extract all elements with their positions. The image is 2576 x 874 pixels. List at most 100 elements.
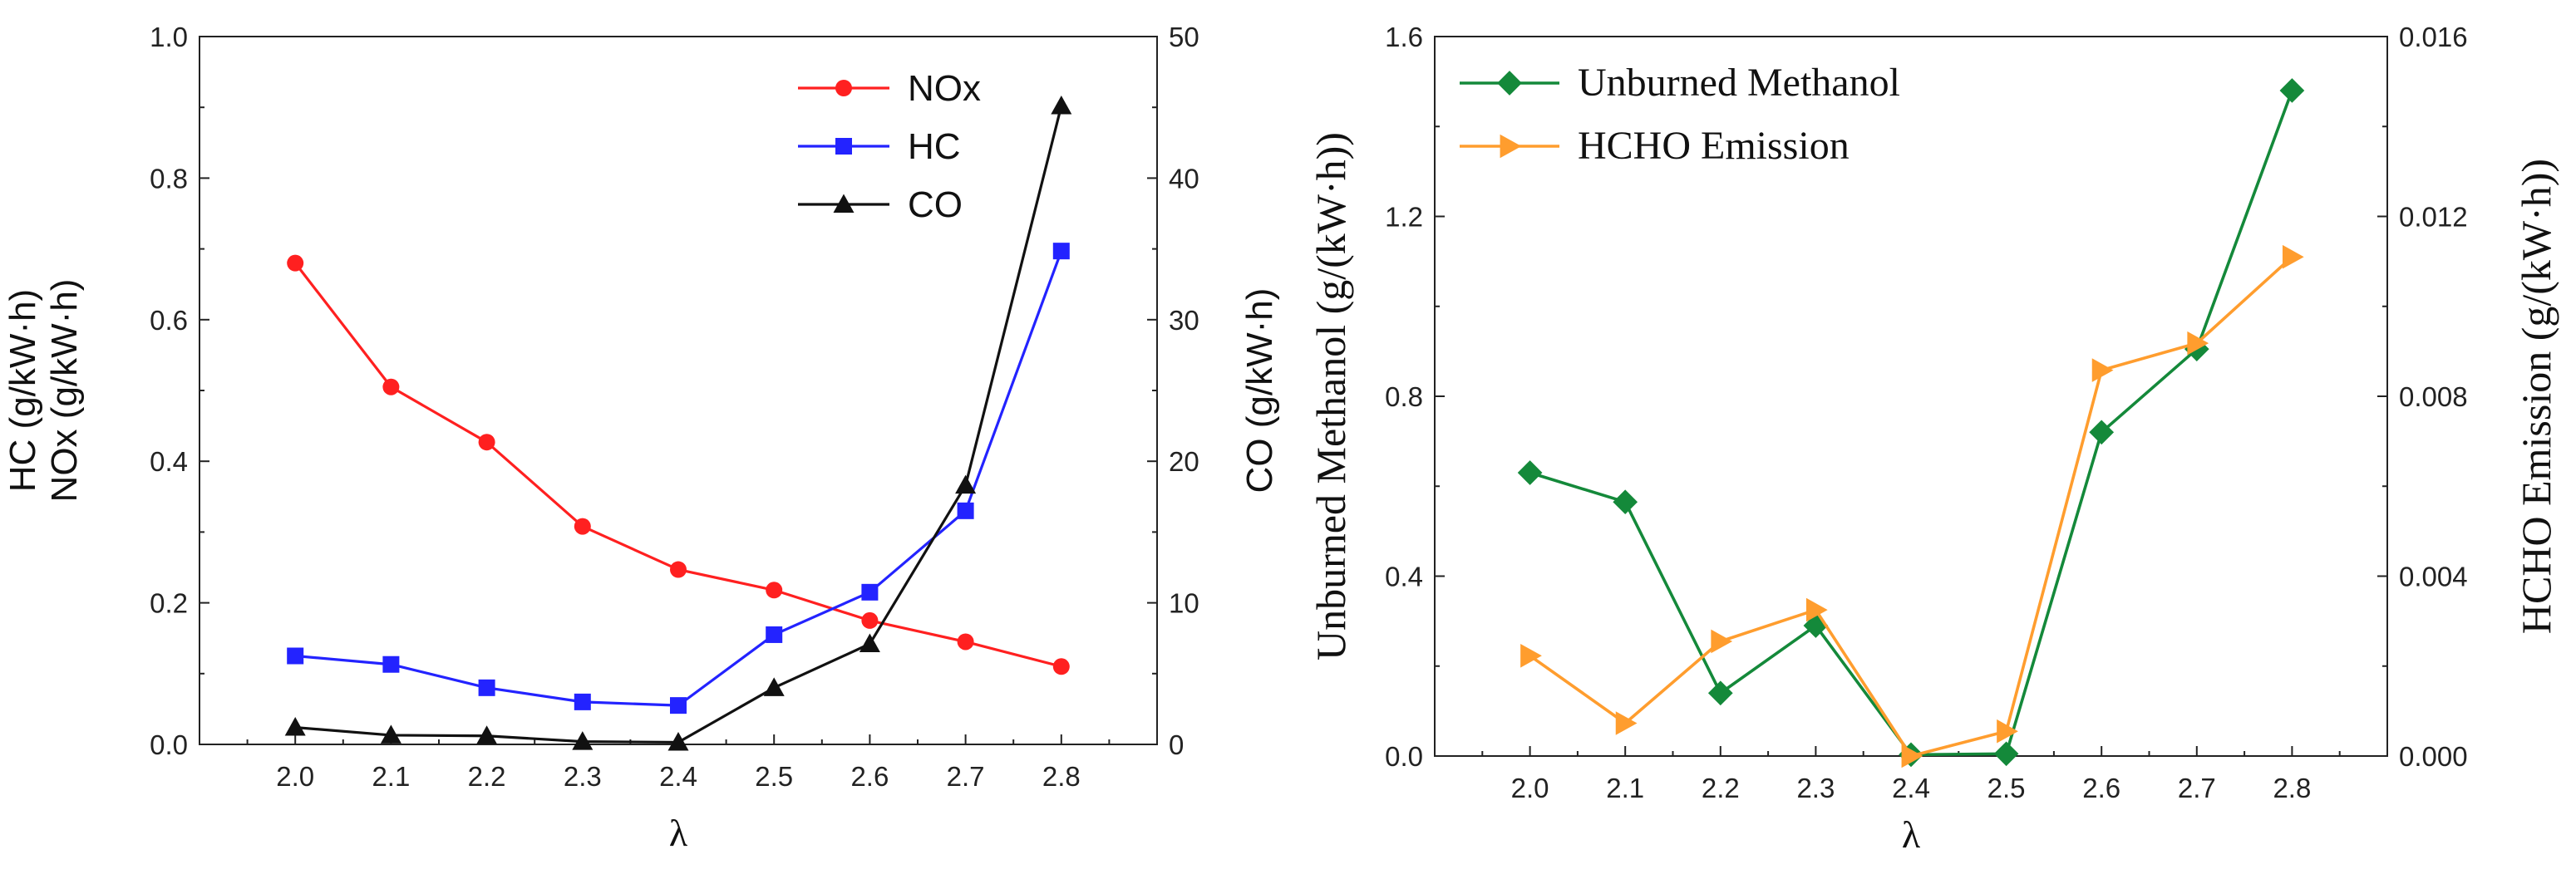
data-point [287, 647, 304, 665]
y-left-axis-title: Unburned Methanol (g/(kW·h)) [1308, 132, 1354, 660]
data-point [861, 583, 879, 601]
data-point [2282, 244, 2304, 269]
data-point [1052, 243, 1070, 260]
y-right-tick-label: 30 [1169, 305, 1199, 336]
y-right-tick-label: 0.004 [2399, 562, 2468, 592]
data-point [2279, 78, 2305, 103]
legend-marker [1497, 71, 1522, 96]
y-left-tick-label: 1.2 [1385, 202, 1423, 233]
x-tick-label: 2.6 [2082, 773, 2120, 803]
y-left-tick-label: 1.0 [150, 22, 188, 52]
y-left-tick-label: 1.6 [1385, 22, 1423, 52]
data-point [478, 679, 495, 696]
x-tick-label: 2.0 [276, 761, 314, 792]
data-point [859, 633, 880, 653]
y-right-tick-label: 0 [1169, 729, 1184, 760]
y-left-tick-label: 0.4 [150, 446, 188, 477]
x-axis-title: λ [669, 812, 688, 854]
data-point [574, 518, 591, 535]
data-point [955, 474, 977, 494]
data-point [1997, 719, 2018, 744]
legend-marker [835, 80, 852, 96]
data-point [670, 697, 687, 714]
data-point [574, 693, 591, 710]
x-tick-label: 2.1 [1606, 773, 1644, 803]
y-left-tick-label: 0.0 [150, 729, 188, 760]
data-point [572, 731, 594, 750]
x-tick-label: 2.0 [1511, 773, 1549, 803]
y-right-tick-label: 0.012 [2399, 202, 2468, 233]
data-point [1051, 95, 1072, 115]
data-point [763, 677, 785, 696]
data-point [2091, 358, 2114, 382]
y-left-tick-label: 0.8 [1385, 381, 1423, 412]
data-point [1520, 644, 1542, 668]
y-left-axis-title: NOx (g/kW·h) [44, 279, 85, 503]
y-left-tick-label: 0.6 [150, 305, 188, 336]
y-left-tick-label: 0.4 [1385, 562, 1423, 592]
x-tick-label: 2.1 [372, 761, 410, 792]
legend-label: NOx [908, 68, 981, 109]
x-tick-label: 2.8 [1042, 761, 1081, 792]
data-point [287, 254, 304, 272]
y-right-tick-label: 40 [1169, 163, 1199, 194]
data-point [1517, 460, 1543, 485]
x-tick-label: 2.4 [1892, 773, 1930, 803]
x-tick-label: 2.7 [2178, 773, 2216, 803]
data-point [1805, 597, 1828, 622]
data-point [861, 611, 879, 629]
data-point [476, 725, 498, 744]
x-tick-label: 2.5 [755, 761, 793, 792]
data-point [766, 582, 783, 599]
y-right-axis-title: HCHO Emission (g/(kW·h)) [2513, 159, 2559, 634]
x-tick-label: 2.3 [1796, 773, 1835, 803]
y-right-tick-label: 20 [1169, 446, 1199, 477]
data-point [957, 633, 974, 651]
data-point [284, 717, 306, 736]
x-tick-label: 2.5 [1987, 773, 2026, 803]
x-tick-label: 2.6 [850, 761, 889, 792]
x-tick-label: 2.2 [468, 761, 506, 792]
data-point [1615, 711, 1638, 735]
legend-marker [835, 138, 852, 155]
legend: NOx HC CO [798, 68, 981, 225]
y-left-axis-title: HC (g/kW·h) [2, 289, 43, 492]
x-tick-label: 2.8 [2273, 773, 2311, 803]
legend: Unburned Methanol HCHO Emission [1460, 61, 1900, 168]
y-left-tick-label: 0.2 [150, 588, 188, 619]
legend-marker [1500, 134, 1522, 159]
y-left-tick-label: 0.8 [150, 163, 188, 194]
legend-marker [833, 194, 855, 213]
y-right-tick-label: 10 [1169, 588, 1199, 619]
y-right-tick-label: 0.008 [2399, 381, 2468, 412]
series-co [284, 95, 1072, 751]
data-point [1993, 741, 2019, 767]
x-tick-label: 2.4 [659, 761, 697, 792]
methanol-hcho-chart-panel: 2.0 2.1 2.2 2.3 2.4 2.5 2.6 2.7 2.8 0.0 0.4 0.8 1.2 1… [1308, 22, 2559, 856]
data-point [1613, 489, 1638, 515]
legend-label: Unburned Methanol [1578, 61, 1900, 105]
y-left-tick-label: 0.0 [1385, 741, 1423, 772]
x-tick-label: 2.3 [564, 761, 602, 792]
emissions-chart-panel: 2.0 2.1 2.2 2.3 2.4 2.5 2.6 2.7 2.8 0.0 0.2 0.4 0.6 0… [2, 22, 1280, 854]
legend-label: HC [908, 126, 961, 167]
data-point [2089, 420, 2115, 445]
y-right-tick-label: 0.000 [2399, 741, 2468, 772]
data-point [382, 656, 400, 673]
data-point [670, 561, 687, 578]
x-tick-label: 2.2 [1702, 773, 1740, 803]
x-axis-title: λ [1902, 813, 1921, 856]
data-point [1052, 658, 1070, 675]
data-point [766, 626, 783, 643]
data-point [1711, 629, 1733, 654]
y-right-tick-label: 0.016 [2399, 22, 2468, 52]
data-point [667, 731, 689, 751]
series-nox [287, 254, 1070, 675]
data-point [1901, 744, 1923, 768]
legend-label: CO [908, 184, 963, 225]
x-tick-label: 2.7 [947, 761, 985, 792]
legend-label: HCHO Emission [1578, 124, 1849, 168]
data-point [478, 434, 495, 451]
